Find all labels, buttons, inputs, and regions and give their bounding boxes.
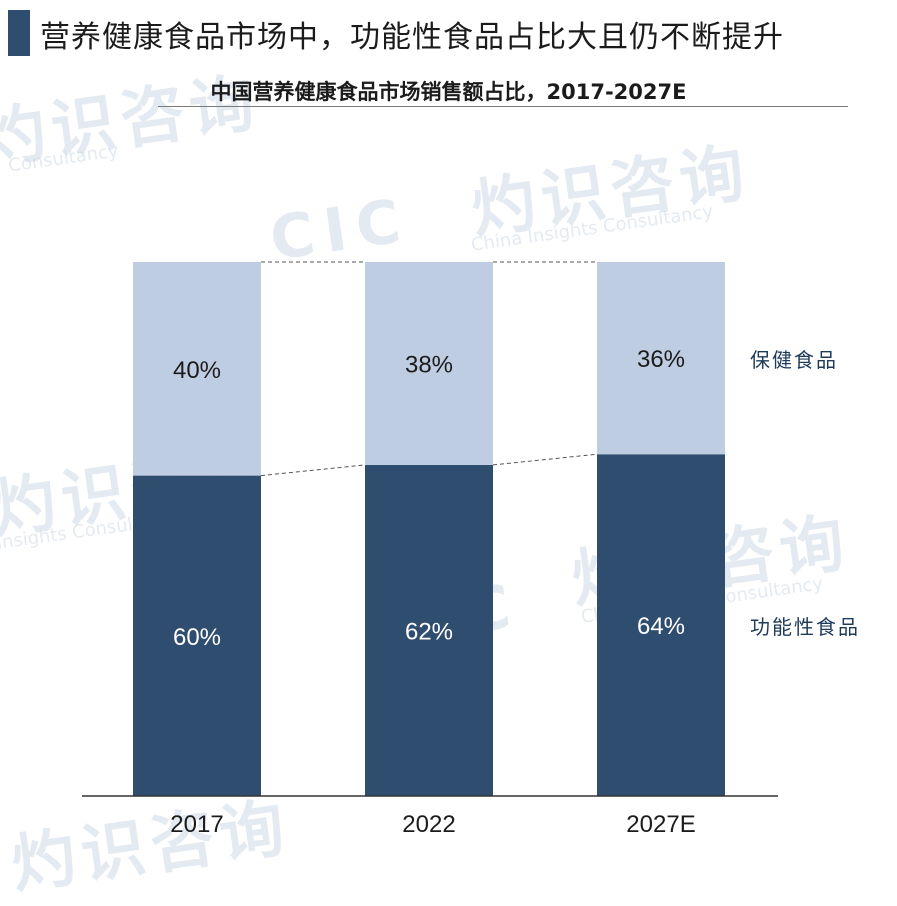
x-tick-label-2022: 2022 [402,811,455,838]
data-label-health-2022: 38% [405,351,453,378]
header-divider [158,106,848,107]
legend-label-health: 保健食品 [750,348,838,373]
bar-health-2017 [133,262,261,476]
legend-label-functional: 功能性食品 [750,615,860,640]
title-accent-bar [8,10,30,56]
data-label-functional-2017: 60% [173,624,221,651]
bar-health-2027E [597,262,725,455]
bar-functional-2027E [597,454,725,796]
bar-functional-2017 [133,475,261,796]
data-label-health-2017: 40% [173,357,221,384]
bar-functional-2022 [365,464,493,796]
connector-line-functional-1 [260,464,366,477]
x-tick-label-2017: 2017 [170,811,223,838]
bar-health-2022 [365,262,493,465]
x-tick-label-2027E: 2027E [626,811,695,838]
connector-line-functional-2 [492,453,598,466]
data-label-health-2027E: 36% [637,346,685,373]
data-label-functional-2027E: 64% [637,613,685,640]
chart-subtitle: 中国营养健康食品市场销售额占比，2017-2027E [210,80,687,104]
stacked-bar-chart: 60% 40% 2017 62% 38% 2022 64% 36% 2027E [82,261,778,838]
page-title: 营养健康食品市场中，功能性食品占比大且仍不断提升 [40,20,784,55]
data-label-functional-2022: 62% [405,618,453,645]
